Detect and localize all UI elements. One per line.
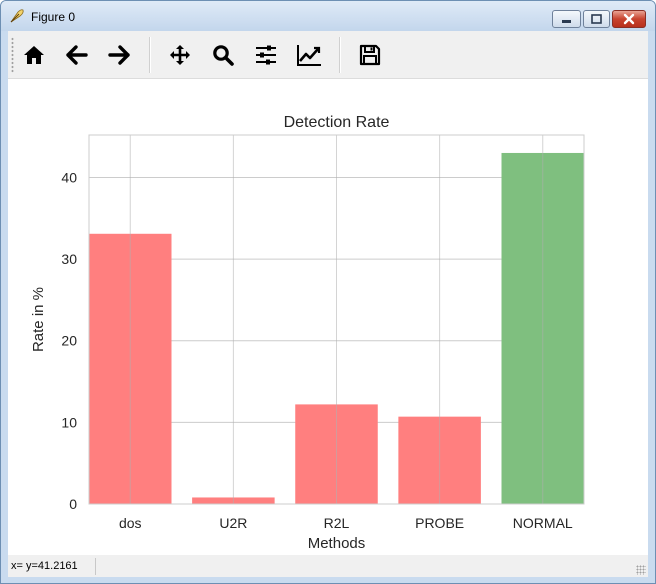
subplots-button[interactable] xyxy=(251,39,281,71)
y-tick-label: 0 xyxy=(69,496,77,512)
figure-client-area: 0 10 20 30 40 dos U2R R2L PROBE NORMAL Detection … xyxy=(8,31,648,577)
bar-chart: 0 10 20 30 40 dos U2R R2L PROBE NORMAL Detection … xyxy=(30,114,585,552)
maximize-icon xyxy=(591,14,602,24)
resize-grip[interactable] xyxy=(636,565,646,575)
y-axis-label: Rate in % xyxy=(30,287,47,352)
magnifier-icon xyxy=(213,45,234,66)
y-tick-label: 10 xyxy=(61,414,77,430)
feather-icon xyxy=(10,9,24,23)
save-button[interactable] xyxy=(355,39,385,71)
x-tick-label: NORMAL xyxy=(513,515,573,531)
close-icon xyxy=(623,13,635,25)
figure-canvas[interactable]: 0 10 20 30 40 dos U2R R2L PROBE NORMAL Detection … xyxy=(8,79,648,555)
forward-button[interactable] xyxy=(104,39,134,71)
navigation-toolbar xyxy=(8,31,648,79)
close-button[interactable] xyxy=(612,10,646,28)
y-tick-label: 20 xyxy=(61,333,77,349)
axes-frame xyxy=(88,134,585,505)
x-tick-label: U2R xyxy=(219,515,247,531)
status-divider xyxy=(95,558,96,575)
toolbar-grip[interactable] xyxy=(11,37,14,73)
arrow-left-icon xyxy=(66,45,88,65)
x-axis-label: Methods xyxy=(308,535,366,552)
maximize-button[interactable] xyxy=(583,10,610,28)
pan-button[interactable] xyxy=(165,39,195,71)
title-bar[interactable]: Figure 0 xyxy=(1,1,655,31)
status-bar: x= y=41.2161 xyxy=(8,556,648,577)
window-title: Figure 0 xyxy=(31,10,76,24)
floppy-disk-icon xyxy=(359,44,381,66)
edit-axes-button[interactable] xyxy=(294,39,324,71)
back-button[interactable] xyxy=(62,39,92,71)
home-icon xyxy=(24,46,44,64)
chart-title: Detection Rate xyxy=(284,114,390,131)
arrow-right-icon xyxy=(108,45,130,65)
sliders-icon xyxy=(256,45,276,65)
home-button[interactable] xyxy=(19,39,49,71)
y-tick-label: 30 xyxy=(61,251,77,267)
line-chart-icon xyxy=(297,45,321,66)
toolbar-separator xyxy=(339,37,341,73)
move-icon xyxy=(170,45,190,65)
zoom-button[interactable] xyxy=(208,39,238,71)
minimize-button[interactable] xyxy=(552,10,581,28)
y-tick-label: 40 xyxy=(61,169,77,185)
x-tick-label: R2L xyxy=(324,515,350,531)
x-tick-label: PROBE xyxy=(415,515,464,531)
cursor-coordinates: x= y=41.2161 xyxy=(11,560,78,572)
toolbar-separator xyxy=(149,37,151,73)
x-tick-label: dos xyxy=(119,515,142,531)
minimize-icon xyxy=(562,20,571,23)
